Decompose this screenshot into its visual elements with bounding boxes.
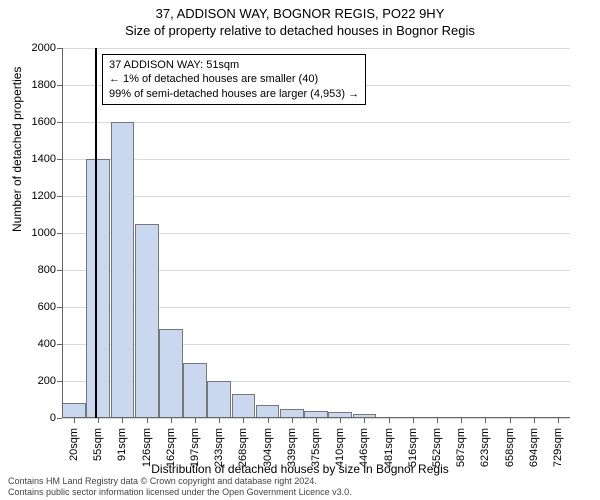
ytick-label: 1400 bbox=[32, 153, 56, 165]
xtick-label: 20sqm bbox=[68, 428, 80, 461]
annotation-line: 37 ADDISON WAY: 51sqm bbox=[109, 58, 359, 72]
footer-line1: Contains HM Land Registry data © Crown c… bbox=[8, 476, 352, 487]
histogram-bar bbox=[183, 363, 207, 419]
xtick-mark bbox=[122, 418, 123, 423]
ytick-label: 800 bbox=[38, 264, 56, 276]
chart-plot-area: 020040060080010001200140016001800200020s… bbox=[62, 48, 570, 418]
xtick-mark bbox=[74, 418, 75, 423]
xtick-mark bbox=[413, 418, 414, 423]
histogram-bar bbox=[232, 394, 256, 418]
xtick-mark bbox=[364, 418, 365, 423]
histogram-bar bbox=[159, 329, 183, 418]
xtick-mark bbox=[389, 418, 390, 423]
gridline bbox=[62, 122, 570, 123]
annotation-box: 37 ADDISON WAY: 51sqm← 1% of detached ho… bbox=[102, 54, 366, 105]
ytick-label: 0 bbox=[50, 412, 56, 424]
xtick-mark bbox=[243, 418, 244, 423]
xtick-mark bbox=[534, 418, 535, 423]
gridline bbox=[62, 48, 570, 49]
y-axis-line bbox=[62, 48, 63, 418]
ytick-label: 2000 bbox=[32, 42, 56, 54]
xtick-label: 91sqm bbox=[116, 428, 128, 461]
ytick-mark bbox=[57, 418, 62, 419]
footer-line2: Contains public sector information licen… bbox=[8, 487, 352, 498]
xtick-mark bbox=[98, 418, 99, 423]
gridline bbox=[62, 196, 570, 197]
xtick-mark bbox=[292, 418, 293, 423]
y-axis-label: Number of detached properties bbox=[10, 67, 24, 232]
annotation-line: ← 1% of detached houses are smaller (40) bbox=[109, 72, 359, 86]
x-axis-label: Distribution of detached houses by size … bbox=[0, 462, 600, 476]
histogram-bar bbox=[86, 159, 110, 418]
property-marker-line bbox=[95, 48, 97, 418]
ytick-label: 1800 bbox=[32, 79, 56, 91]
xtick-mark bbox=[219, 418, 220, 423]
attribution-footer: Contains HM Land Registry data © Crown c… bbox=[8, 476, 352, 498]
gridline bbox=[62, 159, 570, 160]
xtick-label: 55sqm bbox=[92, 428, 104, 461]
xtick-mark bbox=[485, 418, 486, 423]
annotation-line: 99% of semi-detached houses are larger (… bbox=[109, 87, 359, 101]
xtick-mark bbox=[171, 418, 172, 423]
xtick-mark bbox=[316, 418, 317, 423]
ytick-label: 200 bbox=[38, 375, 56, 387]
ytick-label: 1200 bbox=[32, 190, 56, 202]
histogram-bar bbox=[135, 224, 159, 418]
ytick-label: 400 bbox=[38, 338, 56, 350]
xtick-mark bbox=[461, 418, 462, 423]
xtick-mark bbox=[558, 418, 559, 423]
ytick-label: 1600 bbox=[32, 116, 56, 128]
ytick-label: 600 bbox=[38, 301, 56, 313]
histogram-bar bbox=[62, 403, 86, 418]
xtick-mark bbox=[195, 418, 196, 423]
xtick-mark bbox=[510, 418, 511, 423]
xtick-mark bbox=[340, 418, 341, 423]
xtick-mark bbox=[147, 418, 148, 423]
histogram-bar bbox=[111, 122, 135, 418]
title-address: 37, ADDISON WAY, BOGNOR REGIS, PO22 9HY bbox=[0, 6, 600, 21]
ytick-label: 1000 bbox=[32, 227, 56, 239]
histogram-bar bbox=[207, 381, 231, 418]
chart-title-block: 37, ADDISON WAY, BOGNOR REGIS, PO22 9HY … bbox=[0, 0, 600, 38]
x-axis-line bbox=[62, 417, 570, 418]
xtick-mark bbox=[268, 418, 269, 423]
xtick-mark bbox=[437, 418, 438, 423]
title-subtitle: Size of property relative to detached ho… bbox=[0, 23, 600, 38]
